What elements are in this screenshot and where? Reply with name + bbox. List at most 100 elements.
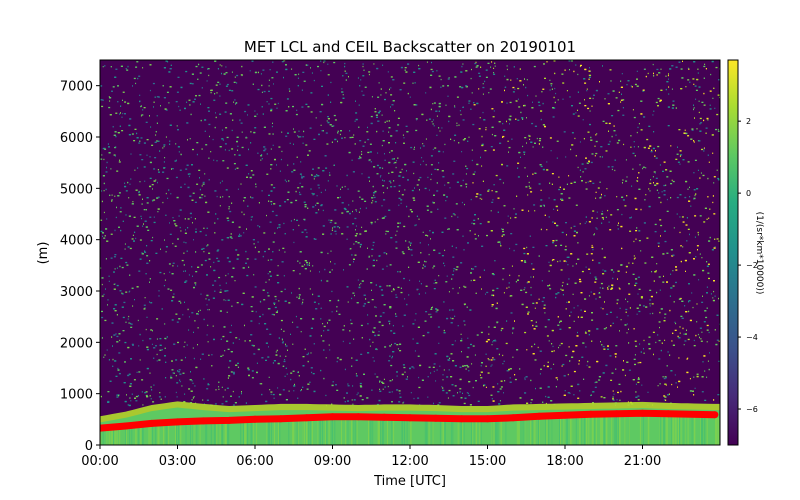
cloud-stripe (586, 417, 588, 445)
cloud-stripe (592, 417, 594, 445)
cloud-stripe (117, 429, 119, 445)
lcl-line-layer (100, 409, 719, 432)
cloud-stripe (303, 421, 305, 445)
cloud-stripe (288, 421, 290, 445)
cloud-stripe (125, 429, 127, 445)
x-axis: 00:00 03:00 06:00 09:00 12:00 15:00 18:00 21:00 (81, 445, 661, 469)
cloud-stripe (663, 416, 665, 445)
cloud-stripe (492, 421, 494, 445)
lcl-point (639, 409, 646, 417)
cloud-stripe (600, 417, 602, 445)
cloud-stripe (251, 422, 253, 445)
cloud-stripe (401, 420, 403, 445)
cloud-stripe (520, 420, 522, 445)
cloud-stripe (700, 417, 702, 445)
cloud-stripe (163, 425, 165, 445)
cloud-stripe (113, 430, 115, 445)
cloud-stripe (476, 421, 477, 445)
cloud-stripe (534, 419, 536, 445)
cloud-stripe (222, 423, 223, 445)
cloud-stripe (131, 428, 133, 445)
chart-title: MET LCL and CEIL Backscatter on 20190101 (244, 38, 576, 56)
lcl-point (380, 413, 388, 421)
cloud-stripe (166, 425, 168, 445)
cloud-stripe (148, 426, 150, 445)
cloud-stripe (495, 421, 497, 445)
cloud-stripe (216, 423, 218, 445)
cloud-stripe (228, 423, 230, 445)
cloud-stripe (108, 430, 110, 445)
cloud-stripe (328, 420, 330, 445)
cloud-stripe (199, 424, 201, 445)
cloud-stripe (214, 423, 216, 445)
x-tick-label: 15:00 (469, 454, 506, 469)
cloud-stripe (614, 416, 616, 445)
cloud-stripe (704, 417, 706, 445)
lcl-point (148, 419, 156, 427)
cloud-stripe (525, 420, 527, 445)
cloud-stripe (196, 424, 198, 445)
cloud-stripe (250, 422, 252, 445)
cloud-stripe (320, 420, 321, 445)
cloud-stripe (497, 421, 499, 445)
cloud-stripe (226, 423, 228, 445)
cloud-stripe (267, 422, 269, 445)
cloud-stripe (678, 417, 679, 445)
cloud-stripe (246, 422, 248, 445)
cloud-stripe (324, 420, 326, 445)
cloud-stripe (619, 416, 621, 445)
cloud-stripe (269, 422, 270, 445)
cloud-stripe (356, 419, 358, 445)
cloud-stripe (252, 422, 254, 445)
cloud-stripe (224, 423, 226, 445)
y-tick-label: 5000 (60, 182, 93, 197)
colorbar-tick-label: −2 (746, 261, 758, 270)
cloud-stripe (471, 421, 473, 445)
cloud-stripe (135, 428, 137, 445)
lcl-point (406, 414, 414, 422)
cloud-stripe (452, 421, 454, 445)
cloud-stripe (256, 422, 258, 445)
lcl-point (100, 424, 104, 432)
cloud-stripe (112, 430, 114, 445)
cloud-stripe (426, 421, 428, 445)
cloud-stripe (671, 416, 673, 445)
cloud-stripe (671, 416, 673, 445)
cloud-stripe (279, 421, 281, 445)
cloud-stripe (628, 416, 630, 445)
y-tick-label: 2000 (60, 336, 93, 351)
cloud-stripe (402, 420, 404, 445)
cloud-stripe (527, 420, 529, 445)
cloud-stripe (675, 416, 677, 445)
cloud-stripe (530, 419, 532, 445)
cloud-stripe (570, 418, 571, 445)
cloud-stripe (428, 421, 430, 445)
cloud-stripe (606, 417, 607, 445)
y-tick-label: 3000 (60, 285, 93, 300)
lcl-point (711, 411, 719, 419)
cloud-stripe (155, 426, 157, 445)
colorbar-tick-label: 2 (746, 117, 751, 126)
cloud-stripe (243, 422, 244, 445)
cloud-stripe (158, 426, 160, 445)
cloud-stripe (450, 421, 452, 445)
cloud-stripe (505, 421, 507, 445)
colorbar: 2 0 −2 −4 −6 (1/(sr*km*10000)) (727, 59, 764, 446)
cloud-stripe (716, 417, 717, 445)
cloud-stripe (297, 421, 299, 445)
cloud-stripe (377, 420, 379, 445)
y-tick-label: 6000 (60, 131, 93, 146)
cloud-stripe (679, 417, 681, 445)
cloud-stripe (210, 423, 212, 445)
x-tick-label: 12:00 (391, 454, 428, 469)
cloud-stripe (178, 425, 180, 445)
cloud-stripe (351, 419, 352, 445)
cloud-stripe (480, 421, 482, 445)
cloud-stripe (706, 417, 708, 445)
cloud-stripe (474, 421, 476, 445)
cloud-stripe (566, 418, 568, 445)
cloud-stripe (579, 417, 581, 445)
cloud-stripe (129, 428, 131, 445)
cloud-stripe (532, 419, 534, 445)
y-tick-label: 1000 (60, 388, 93, 403)
